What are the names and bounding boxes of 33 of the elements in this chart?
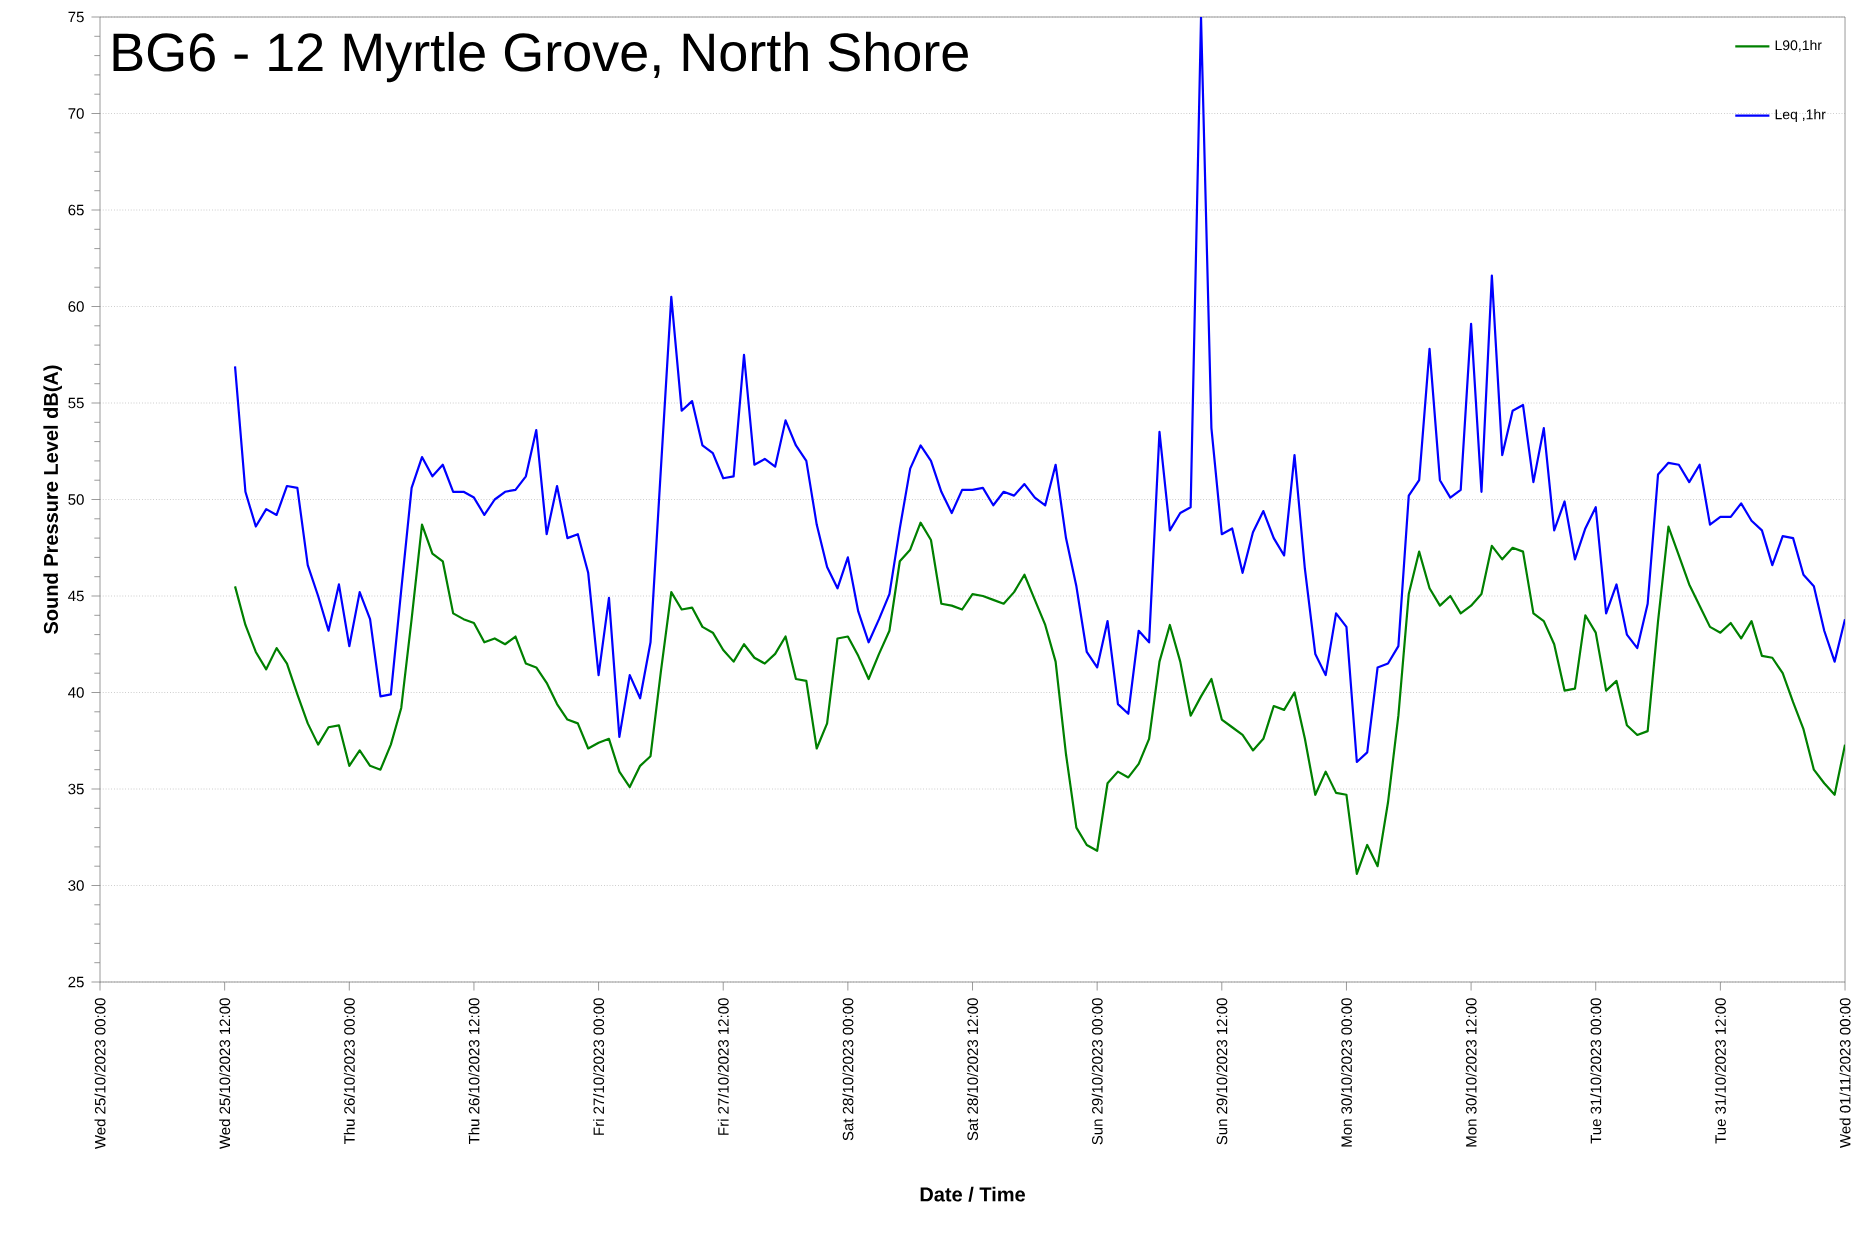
y-axis-title: Sound Pressure Level dB(A) xyxy=(43,365,62,634)
x-tick-label: Fri 27/10/2023 00:00 xyxy=(593,998,605,1135)
y-tick-label: 65 xyxy=(68,204,84,216)
x-axis-title: Date / Time xyxy=(920,1186,1026,1202)
x-tick-label: Thu 26/10/2023 00:00 xyxy=(343,998,355,1145)
x-tick-label: Sun 29/10/2023 00:00 xyxy=(1091,998,1103,1145)
x-tick-label: Wed 01/11/2023 00:00 xyxy=(1839,998,1851,1148)
y-tick-label: 45 xyxy=(68,590,84,602)
line-series xyxy=(233,17,1846,764)
line-series xyxy=(233,521,1846,876)
y-tick-label: 70 xyxy=(68,108,84,119)
x-tick-label: Thu 26/10/2023 12:00 xyxy=(468,998,480,1145)
x-tick-label: Sun 29/10/2023 12:00 xyxy=(1216,998,1228,1145)
x-tick-label: Tue 31/10/2023 12:00 xyxy=(1714,998,1726,1144)
y-tick-label: 50 xyxy=(68,494,84,505)
y-tick-label: 35 xyxy=(68,783,84,795)
y-tick-label: 40 xyxy=(68,687,84,698)
y-tick-label: 30 xyxy=(68,880,84,891)
chart-title: BG6 - 12 Myrtle Grove, North Shore xyxy=(113,31,968,83)
x-tick-label: Sat 28/10/2023 00:00 xyxy=(842,998,854,1141)
x-tick-label: Wed 25/10/2023 12:00 xyxy=(219,998,231,1150)
x-tick-label: Tue 31/10/2023 00:00 xyxy=(1590,998,1602,1144)
x-tick-label: Wed 25/10/2023 00:00 xyxy=(94,998,106,1150)
x-tick-label: Mon 30/10/2023 00:00 xyxy=(1340,998,1352,1147)
x-tick-label: Sat 28/10/2023 12:00 xyxy=(967,998,979,1141)
x-tick-label: Mon 30/10/2023 12:00 xyxy=(1465,998,1477,1147)
y-tick-label: 75 xyxy=(68,11,84,23)
y-tick-label: 55 xyxy=(68,397,84,409)
y-tick-label: 60 xyxy=(68,301,84,312)
y-tick-label: 25 xyxy=(68,976,84,988)
x-tick-label: Fri 27/10/2023 12:00 xyxy=(717,998,729,1135)
legend-label: L90,1hr xyxy=(1775,39,1822,52)
legend-label: Leq ,1hr xyxy=(1775,109,1826,123)
